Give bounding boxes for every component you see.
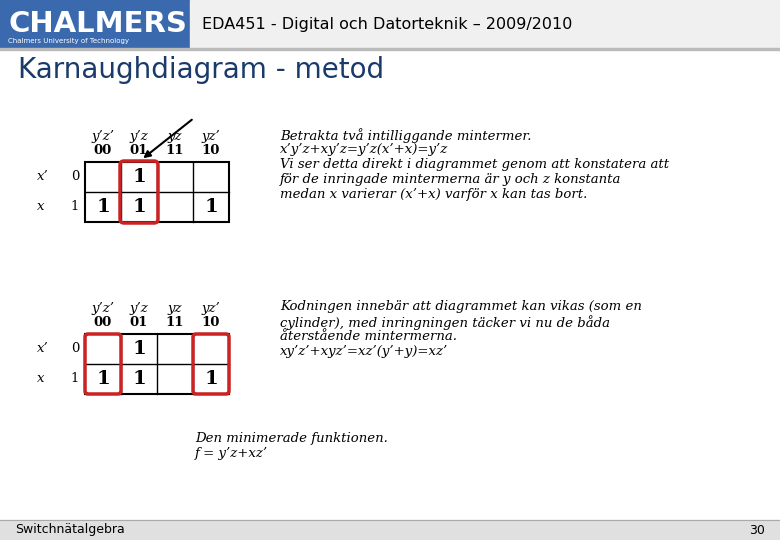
Text: återstående mintermerna.: återstående mintermerna.: [280, 330, 457, 343]
Text: 11: 11: [165, 316, 184, 329]
Text: för de inringade mintermerna är y och z konstanta: för de inringade mintermerna är y och z …: [280, 173, 622, 186]
Text: Kodningen innebär att diagrammet kan vikas (som en: Kodningen innebär att diagrammet kan vik…: [280, 300, 642, 313]
Text: yz’: yz’: [201, 130, 221, 143]
Text: 1: 1: [132, 168, 146, 186]
Bar: [85, 334, 229, 394]
Text: x: x: [37, 373, 44, 386]
Text: yz: yz: [168, 302, 183, 315]
Text: x’y’z+xy’z=y’z(x’+x)=y’z: x’y’z+xy’z=y’z(x’+x)=y’z: [280, 143, 448, 156]
Text: medan x varierar (x’+x) varför x kan tas bort.: medan x varierar (x’+x) varför x kan tas…: [280, 188, 587, 201]
Bar: [0, 520, 780, 540]
Text: 00: 00: [94, 316, 112, 329]
Text: 10: 10: [202, 144, 220, 157]
Text: x’: x’: [37, 342, 48, 355]
Text: Den minimerade funktionen.: Den minimerade funktionen.: [195, 432, 388, 445]
Text: 1: 1: [71, 373, 79, 386]
Text: xy’z’+xyz’=xz’(y’+y)=xz’: xy’z’+xyz’=xz’(y’+y)=xz’: [280, 345, 448, 358]
Text: Betrakta två intilliggande mintermer.: Betrakta två intilliggande mintermer.: [280, 128, 531, 143]
Text: yz’: yz’: [201, 302, 221, 315]
Text: y’z: y’z: [129, 302, 148, 315]
Text: Switchnätalgebra: Switchnätalgebra: [15, 523, 125, 537]
Text: 00: 00: [94, 144, 112, 157]
Text: x: x: [37, 200, 44, 213]
Text: cylinder), med inringningen täcker vi nu de båda: cylinder), med inringningen täcker vi nu…: [280, 315, 610, 330]
Text: yz: yz: [168, 130, 183, 143]
Text: x’: x’: [37, 171, 48, 184]
Text: Chalmers University of Technology: Chalmers University of Technology: [8, 38, 129, 44]
Text: 0: 0: [71, 171, 79, 184]
Text: 1: 1: [204, 370, 218, 388]
Text: 01: 01: [129, 144, 148, 157]
Text: 1: 1: [204, 198, 218, 216]
Text: 1: 1: [96, 370, 110, 388]
Text: EDA451 - Digital och Datorteknik – 2009/2010: EDA451 - Digital och Datorteknik – 2009/…: [202, 17, 573, 31]
Text: 01: 01: [129, 316, 148, 329]
Text: CHALMERS: CHALMERS: [8, 10, 187, 38]
Bar: [190, 0, 780, 48]
Bar: [0, 0, 190, 48]
Text: Karnaughdiagram - metod: Karnaughdiagram - metod: [18, 56, 384, 84]
Text: 30: 30: [749, 523, 765, 537]
Bar: [0, 48, 780, 50]
Text: 11: 11: [165, 144, 184, 157]
Text: y’z’: y’z’: [91, 302, 115, 315]
Text: 0: 0: [71, 342, 79, 355]
Text: 1: 1: [132, 198, 146, 216]
Text: Vi ser detta direkt i diagrammet genom att konstatera att: Vi ser detta direkt i diagrammet genom a…: [280, 158, 669, 171]
Text: 1: 1: [71, 200, 79, 213]
Bar: [85, 162, 229, 222]
Text: 1: 1: [132, 370, 146, 388]
Text: 1: 1: [96, 198, 110, 216]
Text: 10: 10: [202, 316, 220, 329]
Text: f = y’z+xz’: f = y’z+xz’: [195, 447, 268, 460]
Text: y’z’: y’z’: [91, 130, 115, 143]
Text: y’z: y’z: [129, 130, 148, 143]
Text: 1: 1: [132, 340, 146, 358]
